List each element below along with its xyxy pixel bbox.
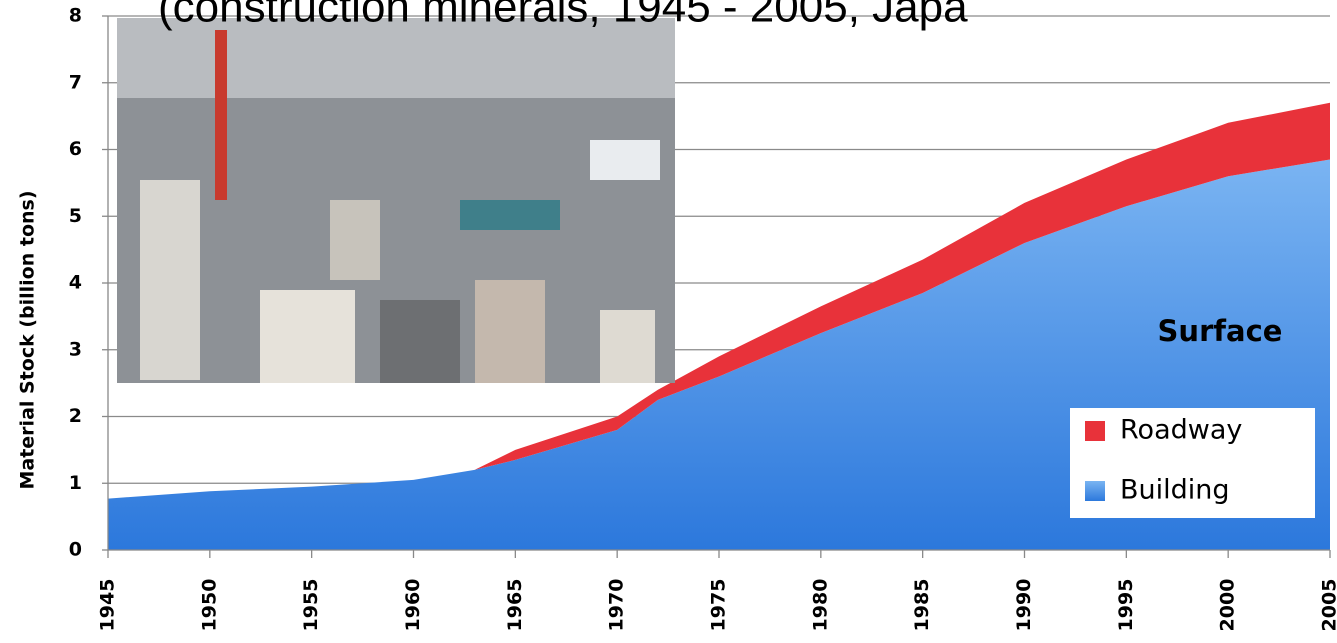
y-tick-label: 0 bbox=[69, 539, 82, 561]
x-tick-label: 1995 bbox=[1115, 579, 1137, 632]
legend-swatch bbox=[1085, 421, 1105, 441]
x-tick-label: 2005 bbox=[1319, 579, 1337, 632]
legend-swatch bbox=[1085, 481, 1105, 501]
chart-title: (construction minerals, 1945 - 2005, Jap… bbox=[158, 0, 968, 32]
x-tick-label: 2000 bbox=[1217, 579, 1239, 632]
photo-inset bbox=[117, 18, 675, 383]
x-tick-label: 1990 bbox=[1013, 579, 1035, 632]
x-tick-label: 1965 bbox=[504, 579, 526, 632]
area bbox=[108, 159, 1330, 550]
annotation: Surface bbox=[1158, 314, 1283, 348]
legend: Roadway Building bbox=[1070, 408, 1315, 518]
legend-label: Roadway bbox=[1120, 415, 1242, 446]
x-tick-label: 1985 bbox=[911, 579, 933, 632]
legend-label: Building bbox=[1120, 475, 1230, 506]
y-axis-label: Material Stock (billion tons) bbox=[17, 190, 39, 489]
x-tick-label: 1950 bbox=[198, 579, 220, 632]
x-tick-label: 1945 bbox=[97, 579, 119, 632]
y-tick-label: 3 bbox=[69, 338, 82, 360]
y-tick-label: 4 bbox=[69, 272, 82, 294]
x-tick-label: 1960 bbox=[402, 579, 424, 632]
y-tick-label: 7 bbox=[69, 71, 82, 93]
x-tick-label: 1955 bbox=[300, 579, 322, 632]
y-tick-label: 5 bbox=[69, 205, 82, 227]
legend-box bbox=[1070, 408, 1315, 518]
x-tick-label: 1980 bbox=[809, 579, 831, 632]
area bbox=[108, 102, 1330, 499]
y-tick-label: 6 bbox=[69, 138, 82, 160]
y-tick-label: 2 bbox=[69, 405, 82, 427]
x-tick-label: 1975 bbox=[708, 579, 730, 632]
y-tick-label: 1 bbox=[69, 472, 82, 494]
axes: 0 1 2 3 4 5 6 7 8 1945 1950 1955 1960 1965 1970 1975 198… bbox=[69, 5, 1337, 632]
areas bbox=[108, 102, 1330, 550]
x-tick-label: 1970 bbox=[606, 579, 628, 632]
y-tick-label: 8 bbox=[69, 5, 82, 27]
